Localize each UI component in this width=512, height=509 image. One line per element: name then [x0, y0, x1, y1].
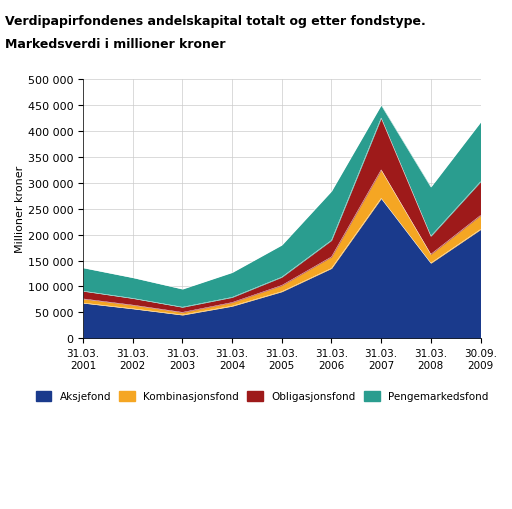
Text: Markedsverdi i millioner kroner: Markedsverdi i millioner kroner: [5, 38, 226, 51]
Y-axis label: Millioner kroner: Millioner kroner: [15, 166, 25, 253]
Legend: Aksjefond, Kombinasjonsfond, Obligasjonsfond, Pengemarkedsfond: Aksjefond, Kombinasjonsfond, Obligasjons…: [31, 387, 493, 406]
Text: Verdipapirfondenes andelskapital totalt og etter fondstype.: Verdipapirfondenes andelskapital totalt …: [5, 15, 426, 28]
